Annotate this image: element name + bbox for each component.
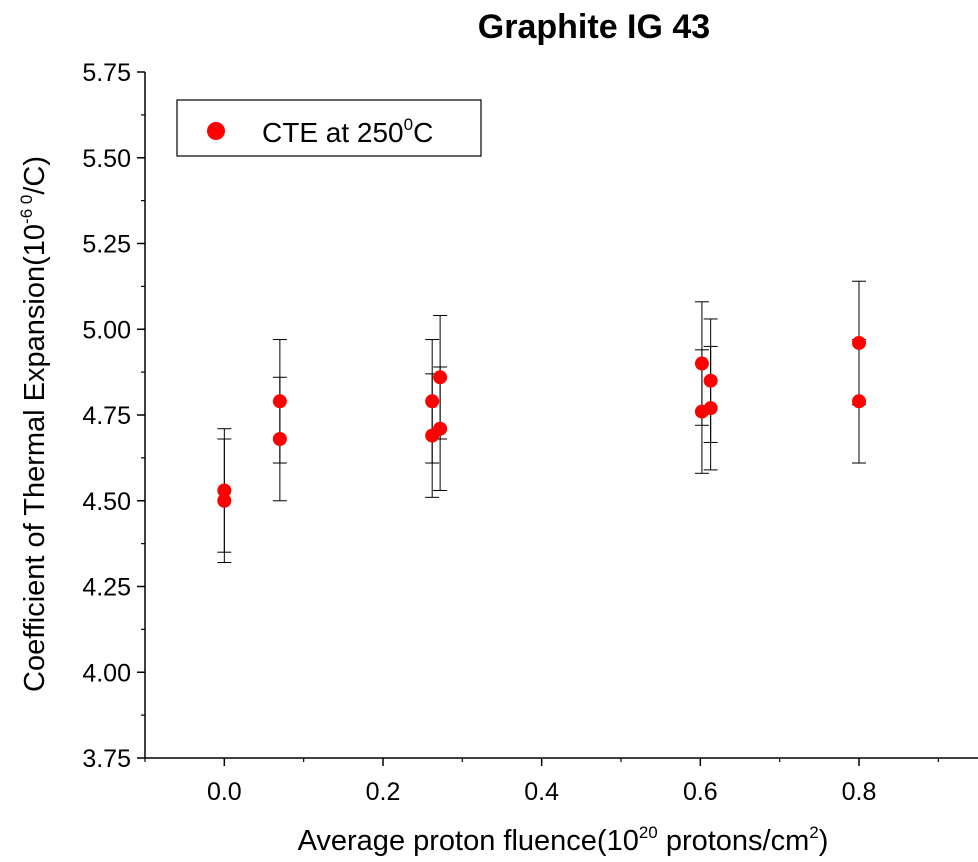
y-axis-ticks: 3.75 4.00 4.25 4.50 4.75 5.00 5.25 5.50 5.75 xyxy=(82,59,145,773)
data-point xyxy=(433,421,448,436)
y-tick-label: 5.25 xyxy=(82,231,131,259)
data-point xyxy=(852,394,866,409)
legend-label: CTE at 2500C xyxy=(262,115,433,148)
data-points xyxy=(217,335,866,508)
data-point xyxy=(433,370,448,385)
y-tick-label: 3.75 xyxy=(82,745,131,773)
data-point xyxy=(852,335,866,350)
x-axis-ticks: 0.0 0.2 0.4 0.6 0.8 xyxy=(144,758,939,806)
x-tick-label: 0.4 xyxy=(524,778,559,806)
x-tick-label: 0.0 xyxy=(207,778,242,806)
chart-title: Graphite IG 43 xyxy=(478,8,710,46)
data-point xyxy=(272,432,287,447)
x-tick-label: 0.8 xyxy=(842,778,877,806)
y-tick-label: 5.50 xyxy=(82,145,131,173)
legend: CTE at 2500C xyxy=(176,99,482,157)
data-point xyxy=(217,493,232,508)
legend-marker xyxy=(207,122,225,140)
data-point xyxy=(272,394,287,409)
data-point xyxy=(703,401,718,416)
x-tick-label: 0.2 xyxy=(366,778,401,806)
y-tick-label: 5.00 xyxy=(82,316,131,344)
y-tick-label: 4.75 xyxy=(82,402,131,430)
data-point xyxy=(694,356,709,371)
data-point xyxy=(217,483,232,498)
error-bars xyxy=(217,280,866,563)
y-tick-label: 4.00 xyxy=(82,659,131,687)
data-point xyxy=(425,394,440,409)
x-axis-label: Average proton fluence(1020 protons/cm2) xyxy=(298,823,829,857)
y-tick-label: 5.75 xyxy=(82,59,131,87)
y-tick-label: 4.25 xyxy=(82,574,131,602)
plot-area xyxy=(144,72,978,759)
y-tick-label: 4.50 xyxy=(82,488,131,516)
x-tick-label: 0.6 xyxy=(683,778,718,806)
legend-box xyxy=(176,99,482,157)
y-axis-label: Coefficient of Thermal Expansion(10-6 0/… xyxy=(17,156,51,692)
data-point xyxy=(703,373,718,388)
